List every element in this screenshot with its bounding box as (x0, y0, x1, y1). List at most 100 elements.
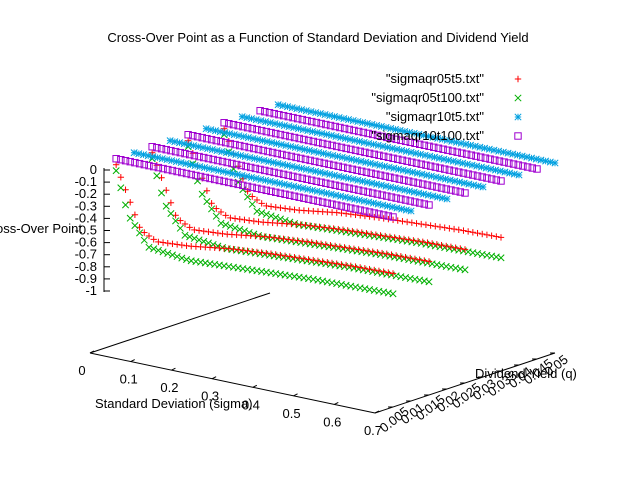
data-point (338, 153, 346, 161)
data-point (267, 250, 275, 257)
data-point (513, 151, 522, 159)
data-point (437, 184, 446, 192)
data-point (199, 144, 207, 152)
data-point (389, 213, 397, 221)
floor-back-edge (89, 292, 271, 354)
data-point (359, 128, 368, 137)
data-point (551, 159, 559, 167)
data-point (126, 214, 134, 222)
data-point (398, 146, 406, 154)
data-point (518, 152, 526, 160)
data-point (354, 117, 362, 126)
data-point (356, 264, 364, 271)
data-point (322, 189, 331, 197)
data-point (491, 156, 499, 164)
data-point (458, 149, 466, 157)
data-point (447, 186, 455, 194)
data-point (329, 161, 338, 170)
z-tick-label: -0.3 (75, 198, 97, 213)
data-point (203, 198, 211, 206)
data-point (252, 174, 260, 182)
data-point (253, 125, 261, 134)
data-point (262, 127, 271, 136)
x-tick-label: 0.5 (283, 406, 301, 421)
data-point (239, 247, 247, 254)
data-point (117, 156, 125, 164)
data-point (185, 141, 193, 149)
data-point (379, 152, 388, 161)
x-tick (252, 384, 258, 388)
data-point (356, 147, 364, 156)
data-point (394, 165, 403, 173)
data-point (236, 215, 243, 223)
data-point (336, 123, 344, 132)
x-tick (130, 359, 135, 363)
data-point (286, 191, 294, 199)
data-point (345, 125, 354, 134)
data-point (300, 255, 308, 262)
data-point (288, 104, 296, 112)
data-point (455, 226, 462, 233)
data-point (344, 227, 351, 234)
data-point (406, 138, 415, 147)
data-point (315, 148, 323, 156)
data-point (285, 181, 293, 189)
legend-label: "sigmaqr10t5.txt" (386, 109, 484, 124)
data-point (370, 150, 379, 159)
data-point (218, 157, 227, 166)
data-point (391, 184, 399, 192)
data-point (443, 242, 450, 250)
data-point (176, 224, 184, 232)
data-point (419, 238, 426, 245)
data-point (303, 116, 311, 125)
data-point (261, 108, 269, 116)
data-point (227, 150, 235, 158)
data-point (350, 185, 358, 193)
data-point (385, 163, 393, 171)
data-point (212, 212, 220, 220)
data-point (515, 171, 523, 179)
data-point (302, 107, 310, 115)
data-point (194, 143, 202, 151)
data-point (327, 242, 334, 249)
data-point (415, 189, 423, 197)
data-marks (112, 101, 559, 298)
legend-label: "sigmaqr10t100.txt" (371, 128, 484, 143)
data-point (436, 164, 444, 172)
data-point (476, 143, 484, 151)
data-point (371, 160, 379, 168)
data-point (310, 147, 318, 155)
data-point (140, 160, 148, 169)
data-point (439, 145, 447, 153)
data-point (286, 132, 294, 141)
data-point (249, 193, 256, 200)
data-point (252, 116, 260, 124)
data-point (442, 185, 450, 193)
data-point (414, 179, 422, 187)
data-point (272, 203, 279, 211)
data-point (340, 183, 349, 191)
data-point (353, 166, 361, 174)
data-point (149, 153, 157, 161)
data-point (249, 135, 257, 143)
data-point (176, 148, 184, 157)
data-point (429, 192, 437, 200)
data-point (206, 174, 214, 183)
data-point (408, 219, 416, 226)
data-point (184, 131, 192, 139)
data-point (153, 144, 161, 152)
data-point (250, 144, 258, 153)
data-point (440, 165, 449, 173)
data-point (436, 223, 444, 231)
data-point (441, 175, 450, 183)
data-point (386, 233, 394, 241)
data-point (499, 148, 507, 156)
data-point (289, 113, 297, 122)
x-tick-label: 0.3 (201, 389, 219, 404)
x-tick (171, 367, 176, 371)
data-point (148, 143, 156, 151)
data-point (181, 231, 189, 239)
data-point (175, 139, 184, 147)
data-point (420, 141, 429, 149)
data-point (346, 135, 354, 143)
